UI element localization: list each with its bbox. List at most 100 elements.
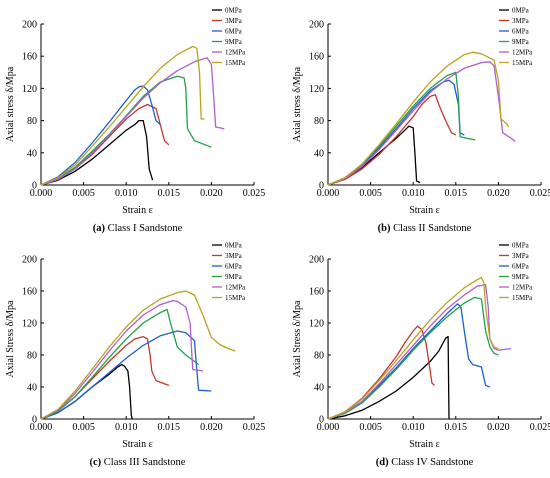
y-tick-label: 0	[32, 181, 37, 192]
series-line-3mpa	[327, 94, 457, 186]
panel-caption: (a) Class I Sandstone	[93, 223, 183, 234]
legend-label-6mpa: 6MPa	[512, 263, 530, 271]
caption-label: (c)	[90, 457, 102, 468]
series-line-15mpa	[327, 276, 499, 420]
x-tick-label: 0.020	[487, 188, 510, 199]
legend-label-15mpa: 15MPa	[512, 59, 533, 67]
caption-text: Class III Sandstone	[101, 457, 186, 468]
x-tick-label: 0.000	[30, 422, 53, 433]
panel-caption: (c) Class III Sandstone	[90, 457, 186, 468]
y-axis-title: Axial stress δ/Mpa	[292, 66, 303, 142]
legend-label-12mpa: 12MPa	[225, 284, 246, 292]
series-line-6mpa	[40, 85, 161, 186]
x-tick-label: 0.015	[158, 188, 181, 199]
series-line-15mpa	[327, 51, 510, 186]
y-tick-label: 40	[27, 383, 37, 394]
x-tick-label: 0.020	[200, 188, 223, 199]
y-axis-title: Axial stress δ/Mpa	[5, 66, 16, 142]
y-tick-label: 0	[319, 181, 324, 192]
legend-label-12mpa: 12MPa	[512, 284, 533, 292]
series-line-15mpa	[40, 45, 205, 186]
legend-label-3mpa: 3MPa	[512, 252, 530, 260]
legend-label-15mpa: 15MPa	[225, 59, 246, 67]
legend-label-9mpa: 9MPa	[225, 273, 243, 281]
series-line-6mpa	[327, 303, 491, 420]
legend-label-6mpa: 6MPa	[512, 28, 530, 36]
panel-caption: (b) Class II Sandstone	[378, 223, 472, 234]
y-tick-label: 200	[309, 255, 324, 266]
y-tick-label: 160	[22, 52, 37, 63]
legend-label-9mpa: 9MPa	[225, 38, 243, 46]
caption-text: Class I Sandstone	[105, 223, 183, 234]
y-tick-label: 200	[22, 255, 37, 266]
legend-label-3mpa: 3MPa	[512, 17, 530, 25]
series-line-9mpa	[40, 75, 212, 186]
x-axis-title: Strain ε	[409, 205, 440, 216]
legend-label-6mpa: 6MPa	[225, 263, 243, 271]
panel-caption: (d) Class IV Sandstone	[376, 457, 474, 468]
x-tick-label: 0.015	[158, 422, 181, 433]
x-tick-label: 0.015	[445, 422, 468, 433]
x-tick-label: 0.005	[359, 422, 382, 433]
legend-label-9mpa: 9MPa	[512, 38, 530, 46]
y-axis-title: Axial Stress δ/Mpa	[292, 300, 303, 377]
series-line-6mpa	[327, 79, 465, 186]
x-tick-label: 0.005	[359, 188, 382, 199]
legend-label-15mpa: 15MPa	[225, 294, 246, 302]
y-tick-label: 120	[22, 319, 37, 330]
caption-label: (d)	[376, 457, 389, 468]
x-tick-label: 0.025	[530, 188, 550, 199]
legend-label-0mpa: 0MPa	[512, 242, 530, 250]
chart-panel-4: 0.000 0.005 0.010 0.015 0.020 0.025 0 40 80 120 16…	[292, 242, 550, 469]
y-tick-label: 40	[314, 383, 324, 394]
series-line-15mpa	[40, 290, 236, 420]
legend-label-0mpa: 0MPa	[225, 242, 243, 250]
series-line-12mpa	[327, 283, 512, 420]
chart-panel-3: 0.000 0.005 0.010 0.015 0.020 0.025 0 40 80 120 16…	[5, 242, 265, 469]
series-line-3mpa	[40, 103, 170, 186]
y-tick-label: 80	[314, 116, 324, 127]
x-tick-label: 0.020	[487, 422, 510, 433]
x-tick-label: 0.010	[115, 422, 138, 433]
legend-label-3mpa: 3MPa	[225, 252, 243, 260]
y-tick-label: 160	[22, 287, 37, 298]
y-tick-label: 80	[27, 116, 37, 127]
series-line-12mpa	[40, 299, 204, 420]
y-tick-label: 160	[309, 287, 324, 298]
x-tick-label: 0.015	[445, 188, 468, 199]
y-tick-label: 120	[22, 84, 37, 95]
y-tick-label: 120	[309, 319, 324, 330]
series-line-0mpa	[40, 119, 154, 186]
x-tick-label: 0.010	[402, 422, 425, 433]
y-tick-label: 40	[314, 148, 324, 159]
legend-label-3mpa: 3MPa	[225, 17, 243, 25]
caption-text: Class II Sandstone	[391, 223, 472, 234]
series-line-0mpa	[327, 125, 421, 186]
series-line-12mpa	[40, 57, 225, 186]
x-tick-label: 0.005	[72, 188, 95, 199]
x-axis-title: Strain ε	[409, 439, 440, 450]
x-tick-label: 0.025	[243, 422, 266, 433]
series-line-6mpa	[40, 330, 212, 420]
legend-label-0mpa: 0MPa	[512, 7, 530, 15]
legend-label-6mpa: 6MPa	[225, 28, 243, 36]
caption-label: (b)	[378, 223, 391, 234]
y-tick-label: 200	[22, 20, 37, 31]
y-tick-label: 80	[314, 351, 324, 362]
chart-panel-2: 0.000 0.005 0.010 0.015 0.020 0.025 0 40 80 120 16…	[292, 7, 550, 235]
y-tick-label: 40	[27, 148, 37, 159]
y-tick-label: 80	[27, 351, 37, 362]
legend-label-12mpa: 12MPa	[512, 49, 533, 57]
series-line-9mpa	[327, 71, 476, 186]
x-tick-label: 0.000	[30, 188, 53, 199]
x-tick-label: 0.000	[317, 188, 340, 199]
x-tick-label: 0.010	[115, 188, 138, 199]
x-tick-label: 0.020	[200, 422, 223, 433]
x-axis-title: Strain ε	[122, 205, 153, 216]
chart-panel-1: 0.000 0.005 0.010 0.015 0.020 0.025 0 40 80 120 16…	[5, 7, 265, 235]
series-line-9mpa	[327, 296, 499, 420]
x-axis-title: Strain ε	[122, 439, 153, 450]
y-axis-title: Axial Stress δ/Mpa	[5, 300, 16, 377]
legend-label-12mpa: 12MPa	[225, 49, 246, 57]
